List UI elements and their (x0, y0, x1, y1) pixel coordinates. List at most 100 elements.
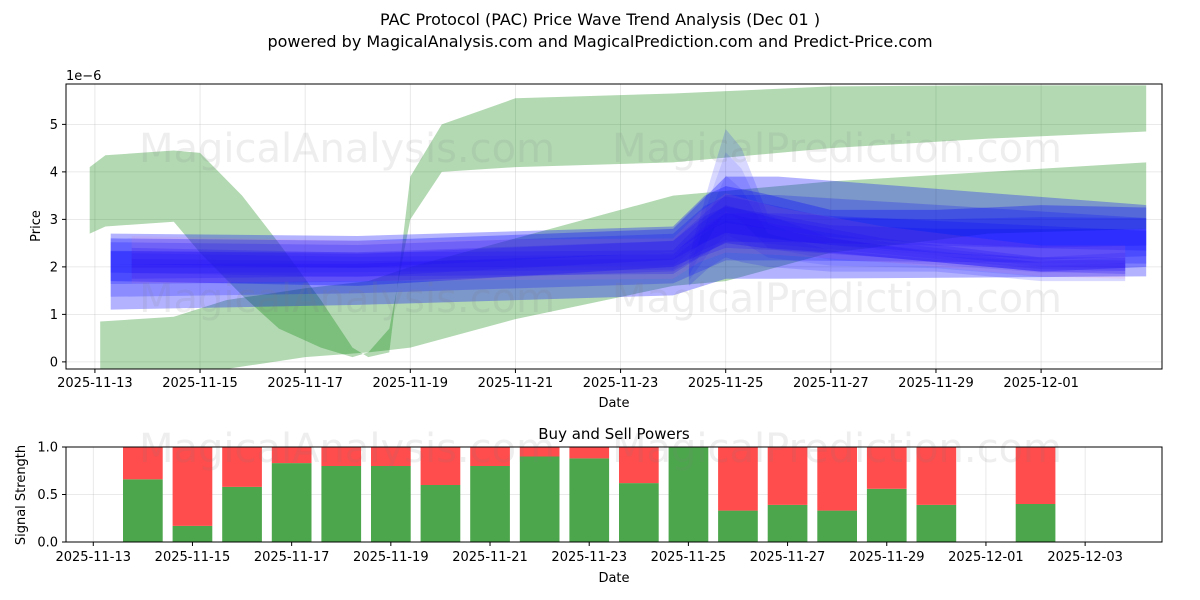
bottom-ticks: 2025-11-13 2025-11-15 2025-11-17 2025-11-19… (37, 441, 1123, 566)
band-green-wave-upper (89, 85, 1147, 358)
top-x-tick-label: 2025-11-23 (583, 376, 659, 391)
top-x-tick-label: 2025-12-01 (1003, 376, 1079, 391)
sell-bar (519, 447, 560, 457)
sell-bar (123, 447, 163, 480)
top-x-axis-label: Date (598, 396, 629, 411)
buy-bar (420, 485, 461, 542)
top-watermarks: MagicalAnalysis.com MagicalPrediction.co… (139, 126, 1062, 322)
buy-bar (916, 504, 957, 542)
top-x-tick-label: 2025-11-17 (267, 376, 343, 391)
top-x-tick-label: 2025-11-21 (478, 376, 554, 391)
bottom-y-axis-label: Signal Strength (14, 445, 29, 545)
sell-bar (718, 447, 758, 511)
bottom-x-tick-label: 2025-12-03 (1047, 550, 1123, 565)
band-layer-5-2 (131, 220, 1126, 268)
top-x-tick-label: 2025-11-19 (373, 376, 449, 391)
sell-bar (321, 447, 362, 466)
top-y-tick-label: 3 (50, 213, 58, 228)
band-purple-core (131, 205, 1126, 279)
sell-bar (470, 447, 510, 466)
bottom-y-tick-label: 0.5 (37, 488, 58, 503)
bottom-x-tick-label: 2025-11-15 (155, 550, 231, 565)
sell-bar (866, 447, 907, 489)
top-x-tick-label: 2025-11-29 (898, 376, 974, 391)
buy-bar (371, 466, 411, 542)
bottom-x-tick-label: 2025-11-13 (55, 550, 131, 565)
buy-bar (718, 510, 758, 542)
watermark-prediction-mid: MagicalPrediction.com (612, 276, 1062, 322)
bottom-x-tick-label: 2025-11-23 (551, 550, 627, 565)
band-blue-spike (688, 129, 1126, 286)
buy-bar (817, 510, 857, 542)
bottom-x-axis-label: Date (598, 571, 629, 586)
sell-bar (767, 447, 808, 505)
bottom-y-tick-label: 1.0 (37, 441, 58, 456)
buy-bar (569, 458, 610, 542)
top-x-tick-label: 2025-11-13 (57, 376, 133, 391)
band-pink-accent (131, 193, 1126, 284)
bottom-x-tick-label: 2025-11-21 (452, 550, 528, 565)
sell-bar (371, 447, 411, 466)
top-x-tick-label: 2025-11-27 (793, 376, 869, 391)
sell-bar (271, 447, 312, 464)
top-y-tick-label: 4 (50, 165, 58, 180)
bottom-x-tick-label: 2025-11-27 (750, 550, 826, 565)
buy-bar (321, 466, 362, 542)
y-offset-label: 1e−6 (66, 69, 101, 84)
band-green-wave-lower (100, 162, 1147, 369)
buy-bar (172, 525, 213, 542)
bottom-x-tick-label: 2025-11-29 (849, 550, 925, 565)
top-y-tick-label: 1 (50, 308, 58, 323)
bottom-x-tick-label: 2025-11-17 (254, 550, 330, 565)
bottom-x-tick-label: 2025-12-01 (948, 550, 1024, 565)
bottom-y-tick-label: 0.0 (37, 536, 58, 551)
sell-bar (817, 447, 857, 511)
top-ticks: 2025-11-13 2025-11-15 2025-11-17 2025-11-19… (50, 118, 1079, 391)
sell-bar (420, 447, 461, 485)
watermark-prediction-bottom: MagicalPrediction.com (612, 426, 1062, 472)
band-layer-4-2 (688, 175, 1126, 276)
top-y-tick-label: 2 (50, 260, 58, 275)
top-y-tick-label: 5 (50, 118, 58, 133)
top-y-tick-label: 0 (50, 355, 58, 370)
buy-bar (866, 488, 907, 542)
buy-bar (668, 447, 709, 542)
bottom-x-tick-label: 2025-11-25 (651, 550, 727, 565)
sell-bar (916, 447, 957, 505)
top-grid (66, 84, 1162, 369)
top-x-tick-label: 2025-11-15 (162, 376, 238, 391)
watermark-prediction-top: MagicalPrediction.com (612, 126, 1062, 172)
band-layer-2-2 (110, 213, 1147, 284)
bottom-x-tick-label: 2025-11-19 (353, 550, 429, 565)
sell-bar (222, 447, 262, 487)
buy-bar (123, 479, 163, 542)
sell-bar (172, 447, 213, 526)
sell-bar (1015, 447, 1056, 504)
band-layer-4-1 (688, 152, 1126, 281)
band-blue-band-wide (110, 176, 1147, 310)
band-layer-2-1 (110, 195, 1147, 297)
top-x-tick-label: 2025-11-25 (688, 376, 764, 391)
chart-title: PAC Protocol (PAC) Price Wave Trend Anal… (380, 10, 820, 29)
band-layer-3-2 (110, 206, 1147, 268)
chart-subtitle: powered by MagicalAnalysis.com and Magic… (267, 32, 932, 51)
sell-bar (619, 447, 659, 484)
buy-bar (767, 504, 808, 542)
buy-bar (470, 466, 510, 542)
price-bands (89, 85, 1147, 369)
buy-bar (619, 483, 659, 542)
top-y-axis-label: Price (29, 210, 44, 242)
bottom-chart-title: Buy and Sell Powers (538, 425, 690, 443)
watermark-analysis-top: MagicalAnalysis.com (139, 126, 555, 172)
band-layer-3-1 (110, 196, 1147, 277)
sell-bar (569, 447, 610, 459)
buy-bar (519, 456, 560, 542)
top-axes-frame (65, 83, 1163, 370)
bottom-watermarks: MagicalAnalysis.com MagicalPrediction.co… (139, 426, 1062, 472)
watermark-analysis-bottom: MagicalAnalysis.com (139, 426, 555, 472)
band-blue-band-mid (110, 186, 1147, 286)
watermark-analysis-mid: MagicalAnalysis.com (139, 276, 555, 322)
buy-bar (1015, 504, 1056, 542)
buy-bar (222, 486, 262, 542)
